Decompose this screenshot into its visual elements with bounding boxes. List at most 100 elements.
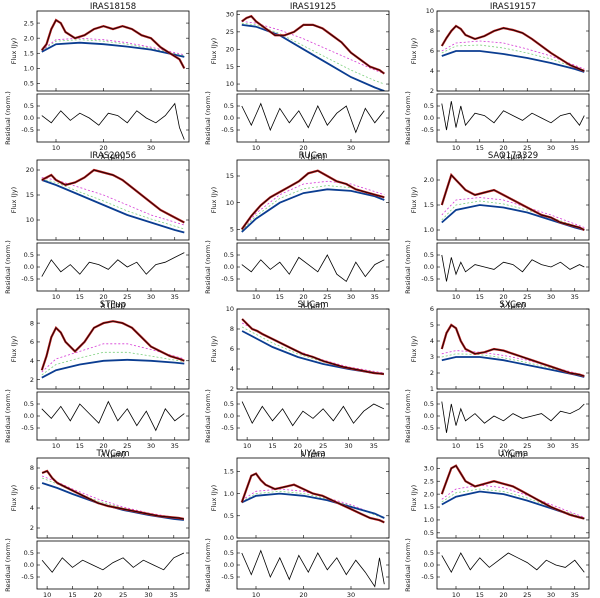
y-tick-label: 1.5	[424, 503, 434, 511]
flux-axis-label: Flux (Jy)	[210, 485, 218, 511]
y-tick-label: 2.0	[424, 176, 434, 184]
y-tick-label: 6	[230, 345, 234, 353]
y-tick-label: 15	[226, 172, 234, 180]
y-tick-label: 1.0	[224, 490, 234, 498]
continuum-line	[41, 482, 184, 521]
x-tick-label: 30	[547, 293, 555, 301]
flux-axis-label: Flux (Jy)	[210, 38, 218, 64]
residual-frame	[236, 540, 390, 590]
flux-plot	[241, 318, 385, 376]
panel-title: STPup	[100, 300, 126, 310]
residual-tick-label: 0.5	[224, 400, 234, 408]
x-tick-label: 20	[499, 293, 507, 301]
residual-axis-label: Residual (norm.)	[404, 240, 412, 294]
residual-tick-label: -0.5	[421, 424, 434, 432]
y-tick-label: 1.5	[224, 468, 234, 476]
y-tick-label: 1.0	[24, 65, 34, 73]
y-tick-label: 10	[26, 216, 34, 224]
residual-frame	[236, 242, 390, 292]
x-tick-label: 35	[571, 442, 579, 450]
model-fit-line	[440, 323, 585, 378]
component-1-line	[241, 488, 385, 519]
x-tick-label: 20	[299, 293, 307, 301]
x-tick-label: 30	[347, 591, 355, 598]
x-tick-label: 35	[170, 591, 178, 598]
x-tick-label: 15	[476, 442, 484, 450]
flux-axis-label: Flux (Jy)	[10, 336, 18, 362]
residual-frame	[36, 540, 190, 590]
y-tick-label: 1	[430, 385, 434, 393]
residual-axis-label: Residual (norm.)	[404, 538, 412, 592]
residual-line	[41, 400, 185, 432]
residual-plot	[241, 254, 385, 283]
flux-frame	[36, 159, 190, 241]
residual-axis-label: Residual (norm.)	[204, 538, 212, 592]
flux-axis-label: Flux (Jy)	[10, 38, 18, 64]
panel-iras20056: IRAS20056 10 15 20 0.5 0.0 -0.5 10 15 20 25 30 35 Flu…	[4, 151, 190, 310]
residual-plot	[441, 401, 585, 433]
y-tick-label: 4	[430, 337, 434, 345]
flux-frame	[36, 308, 190, 390]
residual-axis-label: Residual (norm.)	[4, 389, 12, 443]
residual-plot	[241, 549, 385, 588]
x-tick-label: 25	[319, 442, 327, 450]
continuum-line	[241, 188, 385, 233]
observed-spectrum-line	[241, 15, 385, 74]
y-tick-label: 8	[30, 464, 34, 472]
flux-frame	[436, 457, 590, 539]
y-tick-label: 6	[30, 484, 34, 492]
flux-axis-label: Flux (Jy)	[410, 38, 418, 64]
y-tick-label: 2	[430, 87, 434, 95]
model-fit-line	[240, 169, 385, 230]
continuum-line	[241, 492, 385, 519]
y-tick-label: 1.0	[424, 226, 434, 234]
continuum-line	[241, 330, 384, 375]
x-tick-label: 30	[547, 144, 555, 152]
x-tick-label: 30	[147, 442, 155, 450]
residual-line	[441, 552, 585, 574]
residual-line	[441, 101, 585, 131]
residual-plot	[441, 552, 585, 574]
y-tick-label: 10	[426, 7, 434, 15]
y-tick-label: 0.5	[424, 529, 434, 537]
x-tick-label: 20	[294, 442, 302, 450]
x-tick-label: 35	[571, 591, 579, 598]
component-1-line	[41, 177, 185, 226]
component-2-line	[441, 200, 585, 230]
x-tick-label: 30	[547, 442, 555, 450]
residual-line	[241, 549, 385, 588]
x-tick-label: 10	[452, 591, 460, 598]
flux-plot	[241, 14, 385, 91]
y-tick-label: 0.5	[24, 80, 34, 88]
y-tick-label: 15	[26, 191, 34, 199]
component-1-line	[241, 322, 384, 374]
observed-spectrum-line	[241, 318, 384, 375]
residual-tick-label: 0.5	[24, 400, 34, 408]
y-tick-label: 20	[26, 166, 34, 174]
residual-tick-label: 0.0	[424, 561, 434, 569]
residual-tick-label: -0.5	[21, 275, 34, 283]
residual-tick-label: 0.5	[224, 251, 234, 259]
panel-title: TWCam	[95, 449, 129, 459]
model-fit-line	[41, 469, 185, 521]
y-tick-label: 8	[30, 319, 34, 327]
x-tick-label: 30	[547, 591, 555, 598]
residual-tick-label: 0.5	[424, 102, 434, 110]
x-tick-label: 30	[344, 442, 352, 450]
residual-frame	[236, 93, 390, 143]
y-tick-label: 25	[226, 28, 234, 36]
y-tick-label: 10	[226, 305, 234, 313]
observed-spectrum-line	[441, 324, 585, 377]
y-tick-label: 4	[230, 365, 234, 373]
flux-axis-label: Flux (Jy)	[10, 485, 18, 511]
x-tick-label: 20	[499, 442, 507, 450]
y-tick-label: 10	[226, 80, 234, 88]
residual-frame	[236, 391, 390, 441]
model-fit-line	[440, 172, 585, 231]
observed-spectrum-line	[441, 465, 585, 519]
x-tick-label: 25	[119, 591, 127, 598]
component-1-line	[441, 484, 585, 518]
flux-plot	[240, 472, 385, 524]
x-tick-label: 35	[171, 442, 179, 450]
residual-tick-label: 0.0	[424, 263, 434, 271]
